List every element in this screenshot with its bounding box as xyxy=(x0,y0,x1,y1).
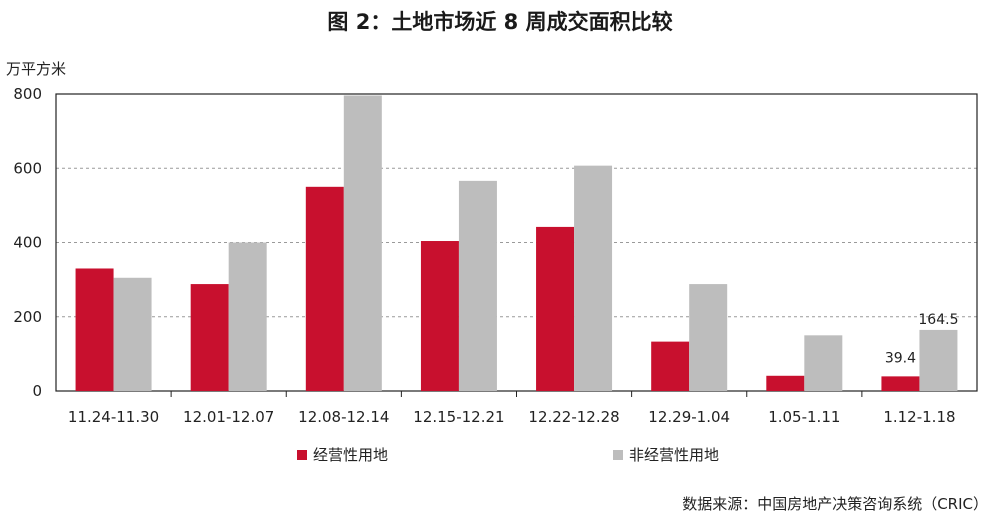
bar-非经营性用地 xyxy=(689,284,728,391)
legend-item-series2: 非经营性用地 xyxy=(613,444,719,465)
legend-label-series2: 非经营性用地 xyxy=(629,446,720,464)
bar-经营性用地 xyxy=(75,268,114,391)
y-tick-label: 600 xyxy=(13,159,42,177)
bar-经营性用地 xyxy=(766,375,805,391)
bar-非经营性用地 xyxy=(113,277,152,391)
chart-title: 图 2：土地市场近 8 周成交面积比较 xyxy=(327,10,673,34)
bar-非经营性用地 xyxy=(919,329,958,391)
y-tick-label: 800 xyxy=(13,85,42,103)
source-note: 数据来源：中国房地产决策咨询系统（CRIC） xyxy=(682,495,988,513)
bar-非经营性用地 xyxy=(804,335,843,391)
bar-经营性用地 xyxy=(536,226,575,391)
legend-label-series1: 经营性用地 xyxy=(313,446,389,464)
x-tick-label: 1.05-1.11 xyxy=(768,408,840,426)
y-axis-unit-label: 万平方米 xyxy=(6,60,67,78)
bar-经营性用地 xyxy=(651,341,690,391)
x-tick-label: 11.24-11.30 xyxy=(68,408,159,426)
bar-经营性用地 xyxy=(881,376,920,391)
x-tick-label: 12.15-12.21 xyxy=(413,408,504,426)
bar-经营性用地 xyxy=(305,186,344,391)
legend-item-series1: 经营性用地 xyxy=(297,444,388,465)
bar-非经营性用地 xyxy=(574,165,613,391)
data-label-series2: 164.5 xyxy=(918,312,958,328)
x-tick-label: 12.29-1.04 xyxy=(648,408,730,426)
y-tick-label: 200 xyxy=(13,308,42,326)
x-tick-label: 12.08-12.14 xyxy=(298,408,389,426)
bar-非经营性用地 xyxy=(343,95,382,392)
bar-经营性用地 xyxy=(190,284,229,391)
data-label-series1: 39.4 xyxy=(885,350,916,366)
y-tick-label: 0 xyxy=(32,382,42,400)
bar-非经营性用地 xyxy=(458,180,497,391)
x-tick-label: 12.22-12.28 xyxy=(528,408,619,426)
bar-非经营性用地 xyxy=(228,242,267,391)
y-tick-label: 400 xyxy=(13,234,42,252)
legend-swatch-series2 xyxy=(613,449,623,460)
bar-经营性用地 xyxy=(420,241,459,391)
x-tick-label: 1.12-1.18 xyxy=(883,408,955,426)
x-tick-label: 12.01-12.07 xyxy=(183,408,274,426)
legend-swatch-series1 xyxy=(297,449,307,460)
